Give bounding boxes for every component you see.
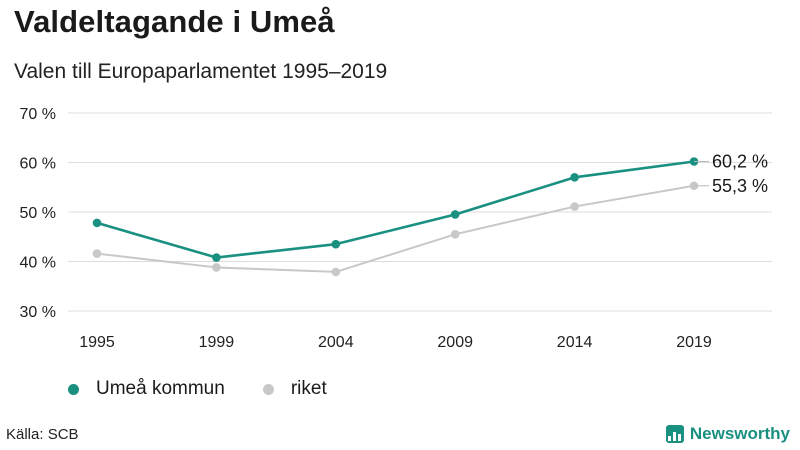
- y-tick-label: 60 %: [20, 156, 56, 173]
- x-tick-label: 1999: [199, 334, 235, 351]
- legend-label-umea: Umeå kommun: [96, 378, 225, 399]
- data-point: [331, 267, 341, 277]
- bar-chart-icon: [665, 425, 684, 443]
- source-note: Källa: SCB: [6, 426, 79, 443]
- legend-label-riket: riket: [290, 378, 327, 399]
- legend-marker-riket: [262, 383, 274, 395]
- y-tick-label: 40 %: [20, 255, 56, 272]
- chart-title: Valdeltagande i Umeå: [14, 4, 335, 39]
- x-tick-label: 2004: [318, 334, 354, 351]
- end-value-label: 60,2 %: [712, 152, 768, 172]
- x-tick-label: 2009: [437, 334, 473, 351]
- data-point: [92, 249, 102, 258]
- y-tick-label: 30 %: [20, 304, 56, 321]
- series-line: [96, 184, 695, 273]
- end-value-label: 55,3 %: [712, 176, 768, 196]
- data-point: [331, 239, 341, 249]
- brand-logo: Newsworthy: [665, 424, 790, 444]
- data-point: [570, 202, 579, 211]
- brand-name: Newsworthy: [689, 424, 790, 443]
- series-line: [96, 160, 695, 259]
- chart-legend: Umeå kommun riket: [68, 378, 365, 400]
- x-tick-label: 2014: [557, 334, 593, 351]
- legend-item-umea: Umeå kommun: [68, 378, 225, 400]
- data-point: [570, 173, 579, 182]
- data-point: [450, 229, 460, 239]
- y-tick-label: 70 %: [20, 106, 56, 123]
- data-point: [212, 253, 221, 262]
- legend-marker-umea: [68, 383, 79, 395]
- x-tick-label: 1995: [79, 334, 115, 351]
- chart-subtitle: Valen till Europaparlamentet 1995–2019: [14, 60, 388, 83]
- data-point: [212, 263, 221, 272]
- data-point: [92, 218, 102, 228]
- legend-item-riket: riket: [262, 378, 327, 400]
- x-tick-label: 2019: [676, 334, 712, 351]
- y-tick-label: 50 %: [20, 205, 56, 222]
- data-point: [450, 210, 460, 219]
